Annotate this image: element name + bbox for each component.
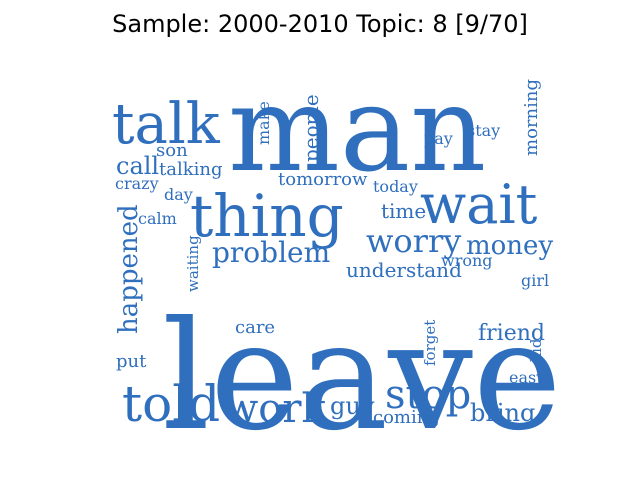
word-man: man xyxy=(228,60,486,198)
word-forget: forget xyxy=(421,320,439,366)
word-people: people xyxy=(299,94,323,162)
word-wait: wait xyxy=(420,173,538,236)
word-pay: pay xyxy=(424,129,453,148)
word-bring: bring xyxy=(470,399,535,427)
word-talk: talk xyxy=(112,92,221,157)
word-son: son xyxy=(156,140,188,161)
word-kid: kid xyxy=(527,338,545,362)
word-stay: stay xyxy=(467,121,500,140)
word-waiting: waiting xyxy=(184,235,202,292)
word-crazy: crazy xyxy=(115,174,159,193)
word-thing: thing xyxy=(190,182,344,250)
word-day: day xyxy=(164,185,193,204)
word-calm: calm xyxy=(138,209,177,228)
word-call: call xyxy=(116,152,159,180)
word-wrong: wrong xyxy=(441,251,493,270)
word-stop: stop xyxy=(385,372,471,418)
word-worry: worry xyxy=(366,222,461,260)
word-coming: coming xyxy=(373,407,440,428)
word-work: work xyxy=(224,386,326,432)
word-leave: leave xyxy=(162,290,562,464)
word-morning: morning xyxy=(521,79,542,156)
word-problem: problem xyxy=(212,236,330,269)
word-put: put xyxy=(116,351,147,372)
word-happened: happened xyxy=(114,204,144,334)
word-friend: friend xyxy=(478,321,545,346)
word-make: make xyxy=(254,101,273,145)
chart-title: Sample: 2000-2010 Topic: 8 [9/70] xyxy=(112,10,528,38)
word-tomorrow: tomorrow xyxy=(278,169,368,190)
word-talking: talking xyxy=(159,159,223,180)
word-girl: girl xyxy=(521,271,549,290)
word-guy: guy xyxy=(330,392,375,420)
word-money: money xyxy=(466,231,553,261)
word-cloud-words: man leave thing wait told talk stop work worry pr… xyxy=(112,60,562,464)
word-easy: easy xyxy=(509,368,545,387)
word-understand: understand xyxy=(346,258,462,282)
word-time: time xyxy=(381,199,426,223)
word-today: today xyxy=(373,177,418,196)
word-care: care xyxy=(235,317,275,338)
word-told: told xyxy=(122,375,220,433)
